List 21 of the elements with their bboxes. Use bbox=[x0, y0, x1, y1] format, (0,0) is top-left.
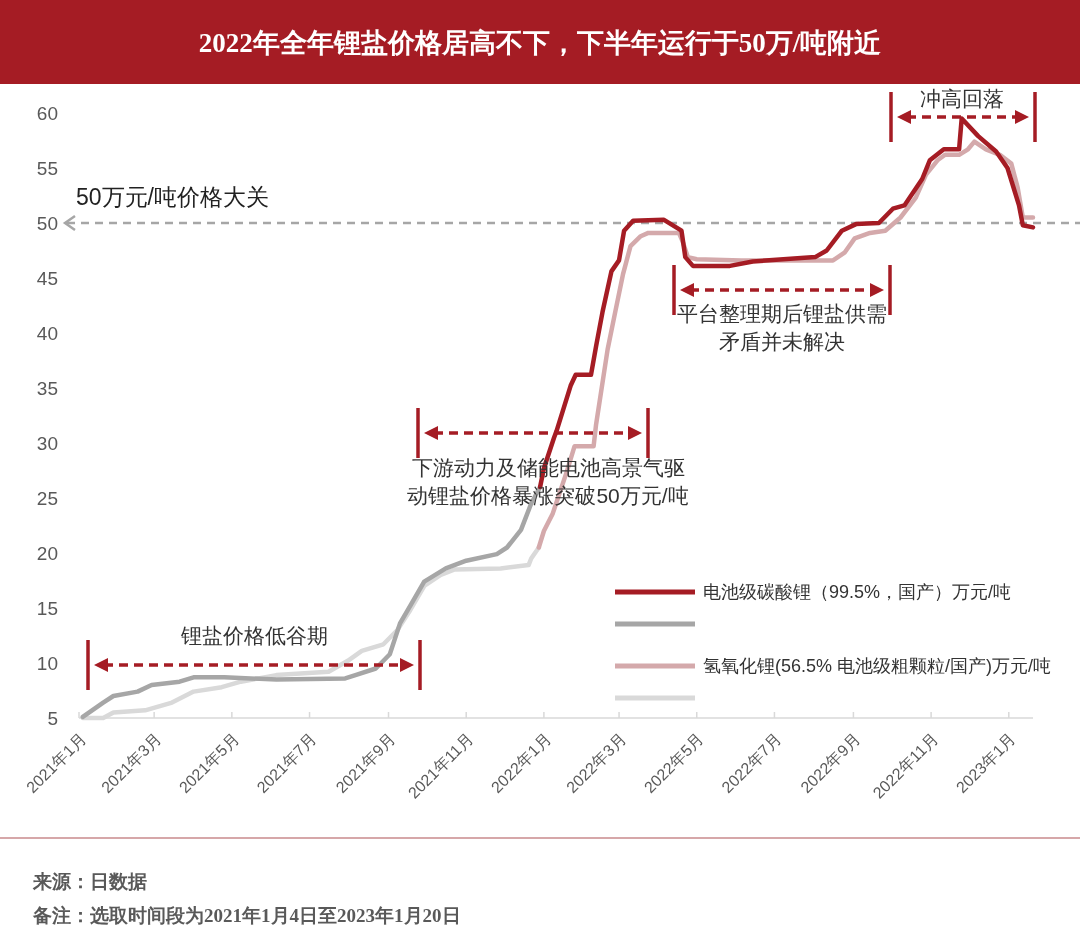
legend-label: 氢氧化锂(56.5% 电池级粗颗粒/国产)万元/吨 bbox=[703, 656, 1052, 676]
source-note: 来源：日数据 bbox=[32, 871, 147, 892]
text: 冲高回落 bbox=[920, 87, 1004, 110]
y-tick-label: 55 bbox=[36, 158, 58, 179]
annotation: 平台整理期后锂盐供需矛盾并未解决 bbox=[677, 302, 887, 353]
y-tick-label: 40 bbox=[36, 323, 58, 344]
y-tick-label: 20 bbox=[36, 543, 58, 564]
y-tick-label: 10 bbox=[36, 653, 58, 674]
annotation: 锂盐价格低谷期 bbox=[179, 624, 328, 647]
y-tick-label: 15 bbox=[36, 598, 58, 619]
text: 备注：选取时间段为2021年1月4日至2023年1月20日 bbox=[32, 905, 461, 926]
y-tick-label: 35 bbox=[36, 378, 58, 399]
y-tick-label: 50 bbox=[36, 213, 58, 234]
legend-label: 电池级碳酸锂（99.5%，国产）万元/吨 bbox=[703, 582, 1012, 602]
chart-title: 2022年全年锂盐价格居高不下，下半年运行于50万/吨附近 bbox=[198, 28, 882, 58]
ref-line-label: 50万元/吨价格大关 bbox=[76, 184, 269, 210]
y-tick-label: 30 bbox=[36, 433, 58, 454]
y-tick-label: 60 bbox=[36, 103, 58, 124]
y-tick-label: 25 bbox=[36, 488, 58, 509]
y-tick-label: 5 bbox=[47, 708, 58, 729]
y-tick-label: 45 bbox=[36, 268, 58, 289]
